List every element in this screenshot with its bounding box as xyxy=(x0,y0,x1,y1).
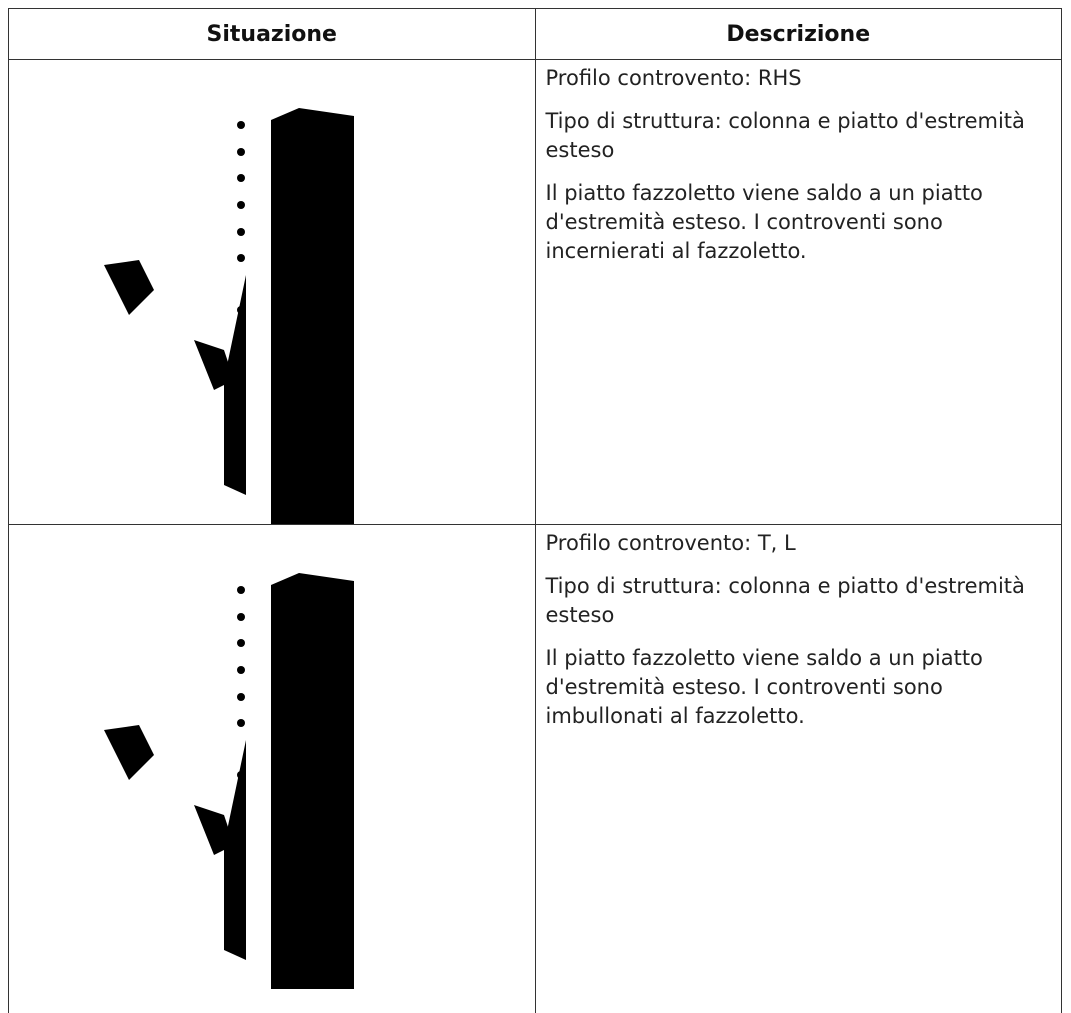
description-text: Il piatto fazzoletto viene saldo a un pi… xyxy=(546,179,1052,266)
row: Profilo controvento: RHS Tipo di struttu… xyxy=(9,60,1062,525)
connection-drawing xyxy=(9,60,545,524)
description-text: Tipo di struttura: colonna e piatto d'es… xyxy=(546,107,1052,165)
description-cell: Profilo controvento: T, L Tipo di strutt… xyxy=(535,525,1062,1013)
header-row: Situazione Descrizione xyxy=(9,9,1062,60)
header-cell: Descrizione xyxy=(535,9,1062,60)
connection-drawing xyxy=(9,525,545,989)
image-cell xyxy=(9,60,536,525)
drawing xyxy=(19,530,354,989)
drawing xyxy=(19,65,354,524)
description-cell: Profilo controvento: RHS Tipo di struttu… xyxy=(535,60,1062,525)
row: Profilo controvento: T, L Tipo di strutt… xyxy=(9,525,1062,1013)
description-text: Profilo controvento: RHS xyxy=(546,64,1052,93)
description-text: Profilo controvento: T, L xyxy=(546,529,1052,558)
image-cell xyxy=(9,525,536,1013)
table: Situazione Descrizione Profilo controven… xyxy=(8,8,1062,1013)
description-text: Tipo di struttura: colonna e piatto d'es… xyxy=(546,572,1052,630)
description-text: Il piatto fazzoletto viene saldo a un pi… xyxy=(546,644,1052,731)
header-cell: Situazione xyxy=(9,9,536,60)
